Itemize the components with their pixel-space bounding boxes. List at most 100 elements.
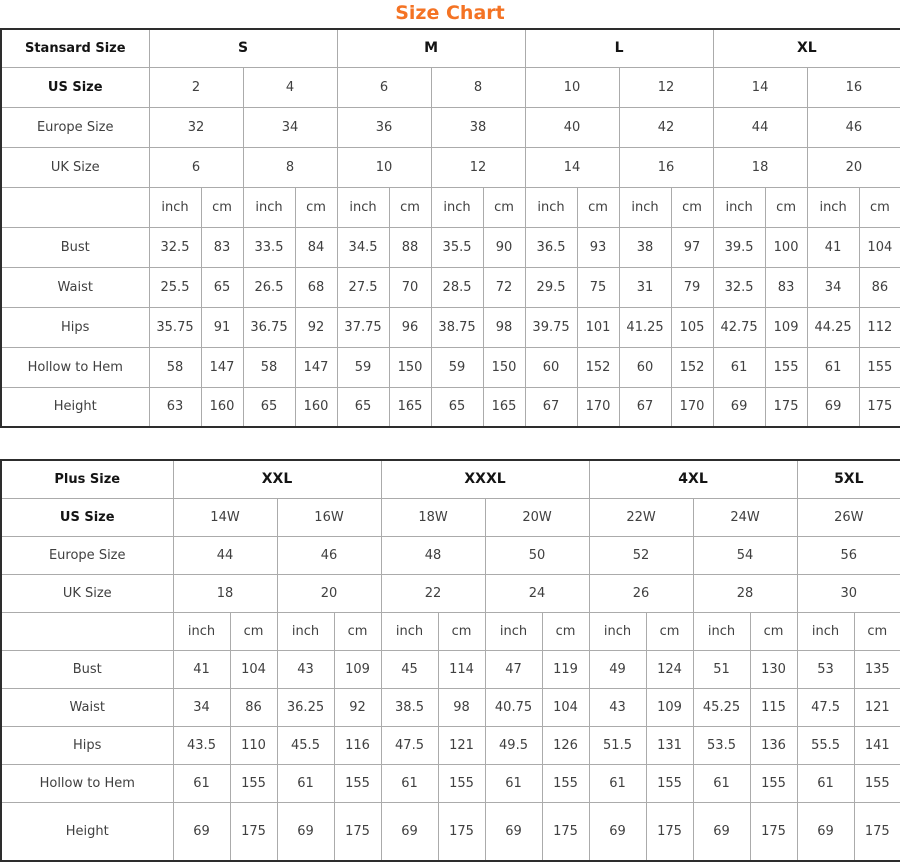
size-row: US Size 2 4 6 8 10 12 14 16 — [0, 66, 900, 108]
row-label: Bust — [0, 649, 174, 689]
measure-value: 110 — [229, 725, 278, 765]
size-value: 46 — [806, 106, 900, 148]
measure-value: 41 — [172, 649, 231, 689]
unit-header: cm — [388, 186, 432, 228]
size-value: 2 — [148, 66, 244, 108]
measure-value: 141 — [853, 725, 900, 765]
measure-value: 84 — [294, 226, 338, 268]
size-row: UK Size 18 20 22 24 26 28 30 — [0, 573, 900, 613]
unit-header: cm — [576, 186, 620, 228]
size-value: 34 — [242, 106, 338, 148]
measure-value: 61 — [692, 763, 751, 803]
unit-header: inch — [484, 611, 543, 651]
measure-value: 83 — [764, 266, 808, 308]
size-value: 20 — [276, 573, 382, 613]
measure-value: 124 — [645, 649, 694, 689]
size-value: 46 — [276, 535, 382, 575]
measure-value: 47.5 — [380, 725, 439, 765]
measure-value: 86 — [858, 266, 900, 308]
measure-value: 38.5 — [380, 687, 439, 727]
size-row: UK Size 6 8 10 12 14 16 18 20 — [0, 146, 900, 188]
unit-header: inch — [806, 186, 860, 228]
size-value: 4 — [242, 66, 338, 108]
unit-header: inch — [524, 186, 578, 228]
measure-value: 96 — [388, 306, 432, 348]
unit-header: inch — [692, 611, 751, 651]
measure-row: Bust 32.5 83 33.5 84 34.5 88 35.5 90 36.5 93 38 97 39… — [0, 226, 900, 268]
size-value: 14W — [172, 497, 278, 537]
measure-value: 175 — [541, 801, 590, 862]
measure-value: 72 — [482, 266, 526, 308]
row-label: Height — [0, 801, 174, 862]
measure-value: 170 — [670, 386, 714, 428]
measure-row: Height 63 160 65 160 65 165 65 165 67 170 67 170 69 17… — [0, 386, 900, 428]
size-value: 54 — [692, 535, 798, 575]
measure-value: 28.5 — [430, 266, 484, 308]
unit-header: cm — [333, 611, 382, 651]
measure-value: 131 — [645, 725, 694, 765]
measure-value: 36.5 — [524, 226, 578, 268]
measure-value: 101 — [576, 306, 620, 348]
size-group-header: XXXL — [380, 459, 590, 499]
size-value: 8 — [430, 66, 526, 108]
measure-row: Hips 35.75 91 36.75 92 37.75 96 38.75 98 39.75 101… — [0, 306, 900, 348]
unit-header: cm — [200, 186, 244, 228]
measure-value: 41 — [806, 226, 860, 268]
row-label: Waist — [0, 687, 174, 727]
measure-value: 97 — [670, 226, 714, 268]
unit-header: inch — [336, 186, 390, 228]
size-group-header: S — [148, 28, 338, 68]
measure-value: 175 — [858, 386, 900, 428]
measure-value: 63 — [148, 386, 202, 428]
measure-value: 34.5 — [336, 226, 390, 268]
measure-value: 93 — [576, 226, 620, 268]
measure-value: 135 — [853, 649, 900, 689]
unit-header: cm — [749, 611, 798, 651]
size-value: 52 — [588, 535, 694, 575]
measure-value: 121 — [437, 725, 486, 765]
measure-value: 35.5 — [430, 226, 484, 268]
measure-value: 165 — [388, 386, 432, 428]
measure-value: 104 — [858, 226, 900, 268]
size-group-header: L — [524, 28, 714, 68]
measure-row: Bust 41 104 43 109 45 114 47 119 49 124 51 130 53 135 — [0, 649, 900, 689]
measure-value: 29.5 — [524, 266, 578, 308]
row-label: Hollow to Hem — [0, 763, 174, 803]
measure-value: 32.5 — [712, 266, 766, 308]
measure-value: 51 — [692, 649, 751, 689]
size-value: 24W — [692, 497, 798, 537]
measure-value: 83 — [200, 226, 244, 268]
size-value: 26 — [588, 573, 694, 613]
measure-value: 155 — [333, 763, 382, 803]
size-group-header: XXL — [172, 459, 382, 499]
measure-value: 25.5 — [148, 266, 202, 308]
measure-row: Height 69 175 69 175 69 175 69 175 69 175 69 175 69 17… — [0, 801, 900, 862]
size-value: 44 — [712, 106, 808, 148]
unit-header: inch — [172, 611, 231, 651]
measure-value: 155 — [764, 346, 808, 388]
size-value: 50 — [484, 535, 590, 575]
measure-value: 98 — [482, 306, 526, 348]
row-label: UK Size — [0, 573, 174, 613]
measure-value: 75 — [576, 266, 620, 308]
measure-value: 112 — [858, 306, 900, 348]
measure-value: 100 — [764, 226, 808, 268]
measure-value: 150 — [388, 346, 432, 388]
unit-header: cm — [670, 186, 714, 228]
unit-header: cm — [229, 611, 278, 651]
measure-value: 175 — [229, 801, 278, 862]
measure-value: 47 — [484, 649, 543, 689]
size-value: 38 — [430, 106, 526, 148]
measure-value: 45 — [380, 649, 439, 689]
measure-value: 175 — [749, 801, 798, 862]
measure-value: 42.75 — [712, 306, 766, 348]
unit-row: inch cm inch cm inch cm inch cm inch cm inch cm inch… — [0, 611, 900, 651]
measure-value: 119 — [541, 649, 590, 689]
measure-value: 175 — [645, 801, 694, 862]
size-row: Europe Size 32 34 36 38 40 42 44 46 — [0, 106, 900, 148]
measure-value: 31 — [618, 266, 672, 308]
measure-value: 58 — [148, 346, 202, 388]
unit-header: inch — [618, 186, 672, 228]
measure-value: 61 — [806, 346, 860, 388]
row-label: US Size — [0, 66, 150, 108]
